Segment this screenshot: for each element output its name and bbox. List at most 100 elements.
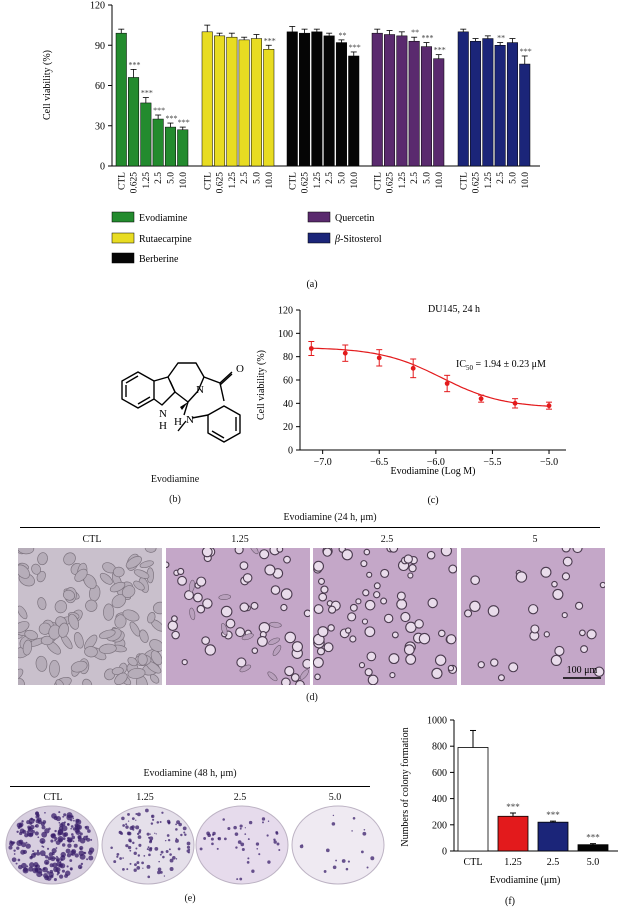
colony [116,853,119,856]
y-tick-label: 0 [442,847,447,858]
y-tick-label: 100 [278,329,293,340]
colony [142,868,143,869]
colony [66,849,71,854]
colony [67,843,71,847]
rounded-cell [498,675,504,681]
rounded-cell [221,606,232,617]
legend-swatch-rutaecarpine [112,233,134,243]
colony [267,834,269,836]
rounded-cell [581,646,588,653]
significance-mark: *** [349,43,361,52]
colony [187,846,190,849]
significance-mark: *** [421,34,433,43]
x-tick-label: 1.25 [142,172,152,189]
rounded-cell [240,562,248,570]
colony [147,848,149,850]
rounded-cell [182,660,187,665]
colony [36,852,40,856]
colony [80,867,82,869]
colony [28,827,32,831]
rounded-cell [281,589,292,600]
colony [42,825,46,829]
colony [274,840,277,843]
colony [56,859,59,862]
y-tick-label: 120 [90,1,105,12]
y-tick-label: 0 [288,446,293,457]
rounded-cell [285,632,295,642]
bar-berberine-2 [312,32,323,166]
colony [18,859,21,862]
colony [157,871,161,875]
bar-sitosterol-0 [458,32,469,166]
colony [128,846,131,849]
colony [361,850,364,853]
colony [161,812,163,814]
rounded-cell [553,589,563,599]
rounded-cell [397,599,407,609]
colony [262,821,264,823]
data-point [377,355,382,360]
culture-dish-3 [292,806,384,884]
rounded-cell [197,577,206,586]
colony [129,840,132,843]
colony [169,848,171,850]
colony [203,837,206,840]
colony [41,874,43,876]
colony [154,833,155,834]
legend-label-evodiamine: Evodiamine [139,213,188,224]
colony [154,847,158,851]
colony [160,854,162,856]
colony [130,863,132,865]
colony [187,842,191,846]
colony [135,813,137,815]
colony [175,839,179,843]
rounded-cell [390,673,395,678]
colony [58,811,60,813]
bar-evodiamine-2 [141,103,152,166]
bar-rutaecarpine-3 [239,40,250,166]
bar-berberine-5 [349,56,360,166]
colony [59,826,63,830]
rounded-cell [284,556,291,563]
x-tick-label: 0.625 [130,172,140,194]
x-tick-label: 1.25 [313,172,323,189]
colony [335,860,337,862]
colony [160,821,162,823]
colony [165,840,166,841]
colony [26,843,31,848]
colony [211,838,214,841]
significance-mark: ** [338,31,346,40]
rounded-cell [555,646,564,655]
bar-evodiamine-5 [178,130,189,166]
rounded-cell [205,645,215,655]
rounded-cell [323,548,331,556]
x-tick-label: −5.0 [540,457,558,468]
colony [122,824,125,827]
colony [80,854,86,860]
colony [136,861,139,864]
rounded-cell [488,606,499,617]
colony [267,860,270,863]
colony [122,868,125,871]
legend-label-berberine: Berberine [139,254,179,265]
y-tick-label: 600 [432,768,447,779]
colony [128,820,129,821]
dish-label-ctl: CTL [18,792,88,803]
x-tick-label: CTL [459,172,469,190]
micrograph-5: 100 μm [461,548,605,685]
colony [222,818,225,821]
colony [126,868,128,870]
rounded-cell [202,637,210,645]
colony [52,857,54,859]
rounded-cell [381,598,387,604]
x-tick-label: 10.0 [179,172,189,189]
panel-e-header: Evodiamine (48 h, μm) [100,768,280,779]
atom-h-indole: H [159,420,167,432]
colony [56,847,58,849]
colony [71,849,73,851]
colony-dishes [0,805,390,885]
colony [59,861,61,863]
x-tick-label: 1.25 [228,172,238,189]
colony [56,840,61,845]
colony [51,834,56,839]
